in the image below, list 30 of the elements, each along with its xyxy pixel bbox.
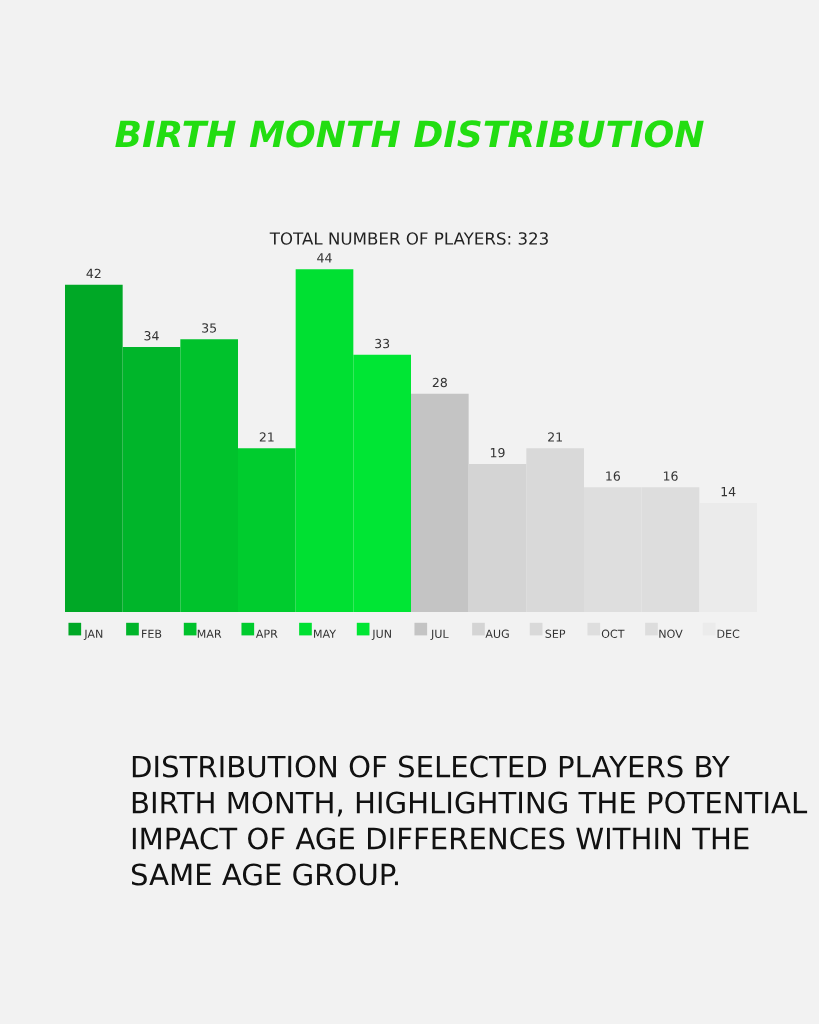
text: DISTRIBUTION OF SELECTED PLAYERS BY BIRTH MONTH, HIGHLIGHTING THE POTENTIAL IMPACT OF AGE DIFFERENCES WITHIN THE SAME AGE GROUP. [131,755,808,886]
x-tick-label: MAR [197,629,222,638]
data-label: 35 [202,323,217,333]
x-tick-label: JAN [83,629,103,641]
bar [411,393,469,612]
x-tick-label: OCT [601,629,625,638]
chart-title: BIRTH MONTH DISTRIBUTION [115,120,704,148]
data-label: 33 [375,338,390,349]
chart-subtitle: TOTAL NUMBER OF PLAYERS: 323 [269,232,548,245]
x-tick-label: AUG [485,629,509,638]
data-label: 42 [86,268,101,278]
data-label: 28 [432,377,447,388]
x-tick-label: SEP [545,629,566,638]
data-label: 16 [606,471,620,481]
data-label: 21 [259,432,274,442]
data-label: 14 [721,487,736,497]
x-tick-label: APR [255,629,278,638]
data-label: 21 [548,432,562,442]
x-tick-label: JUL [430,629,449,641]
x-tick-label: JUN [371,629,391,641]
data-label: 34 [144,331,159,341]
x-tick-label: FEB [142,629,162,638]
x-tick-label: MAY [314,629,337,638]
bar [65,284,123,612]
data-label: 16 [663,471,678,481]
data-label: 44 [317,253,332,263]
x-tick-label: DEC [717,629,740,638]
bar [122,347,181,612]
x-tick-label: NOV [659,629,683,638]
data-label: 19 [490,447,505,458]
